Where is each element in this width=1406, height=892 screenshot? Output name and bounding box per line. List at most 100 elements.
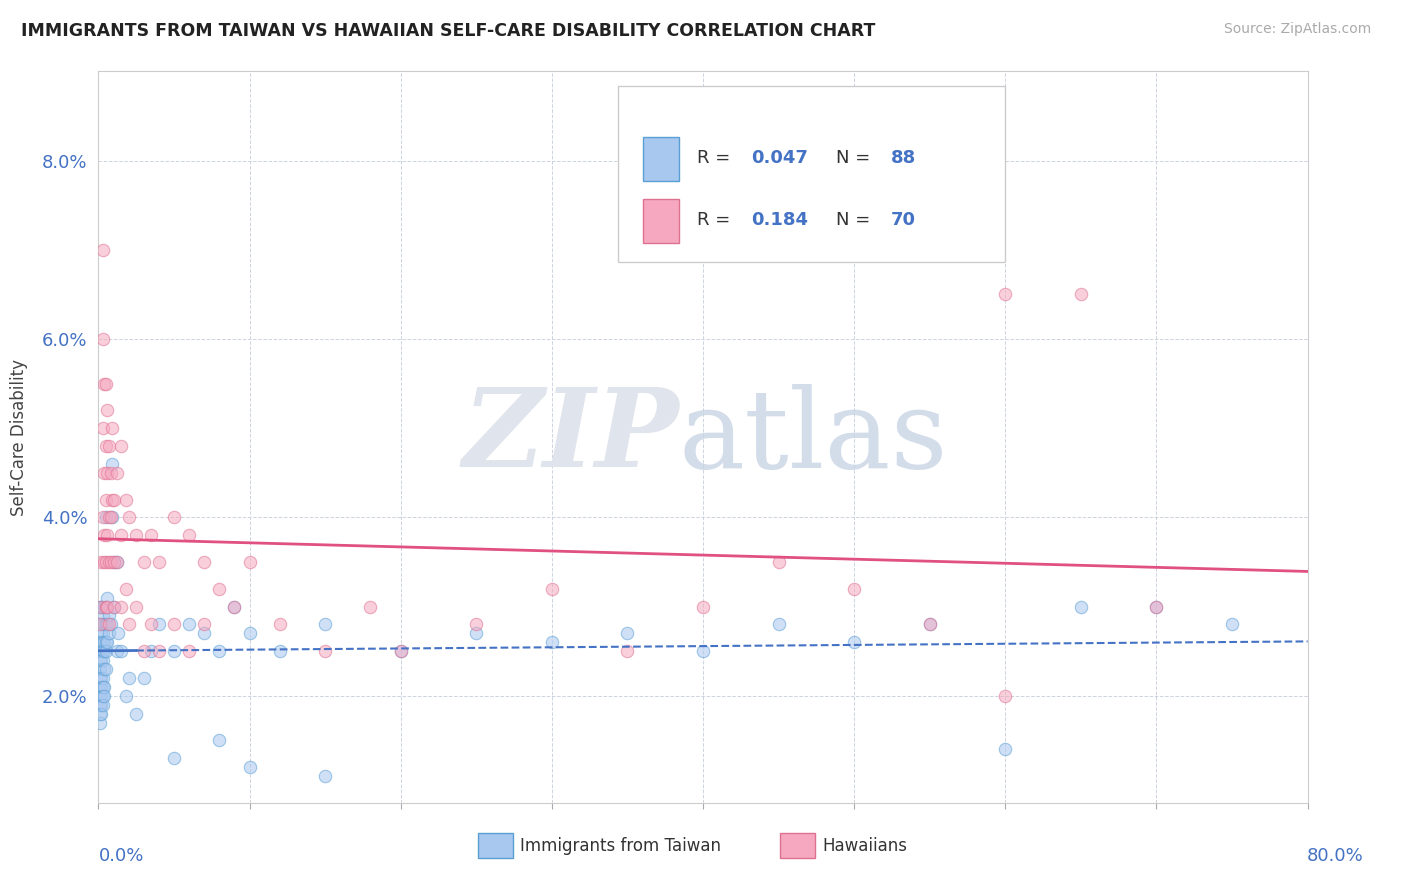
- FancyBboxPatch shape: [643, 137, 679, 181]
- Point: [89, 698, 111, 712]
- Point: [94, 376, 117, 391]
- Point: [314, 617, 336, 632]
- Point: [844, 582, 866, 596]
- Point: [994, 742, 1017, 756]
- Point: [96, 403, 118, 417]
- Point: [103, 599, 125, 614]
- Point: [90, 626, 112, 640]
- Point: [101, 510, 124, 524]
- Point: [105, 466, 128, 480]
- Point: [314, 644, 336, 658]
- Point: [100, 555, 122, 569]
- Point: [101, 457, 124, 471]
- Point: [163, 510, 186, 524]
- Point: [103, 599, 125, 614]
- Text: IMMIGRANTS FROM TAIWAN VS HAWAIIAN SELF-CARE DISABILITY CORRELATION CHART: IMMIGRANTS FROM TAIWAN VS HAWAIIAN SELF-…: [21, 22, 876, 40]
- Point: [239, 760, 262, 774]
- Point: [540, 635, 562, 649]
- Point: [90, 689, 112, 703]
- FancyBboxPatch shape: [643, 200, 679, 244]
- Point: [105, 555, 128, 569]
- Point: [89, 689, 111, 703]
- Text: N =: N =: [837, 149, 870, 167]
- Point: [208, 733, 231, 747]
- Point: [208, 644, 231, 658]
- Text: Source: ZipAtlas.com: Source: ZipAtlas.com: [1223, 22, 1371, 37]
- Point: [90, 706, 112, 721]
- Point: [224, 599, 246, 614]
- Point: [110, 439, 132, 453]
- Point: [93, 376, 115, 391]
- Point: [91, 421, 114, 435]
- Point: [94, 662, 117, 676]
- Point: [96, 599, 118, 614]
- Point: [98, 510, 121, 524]
- Point: [692, 599, 714, 614]
- Point: [93, 528, 115, 542]
- Point: [163, 644, 186, 658]
- Point: [89, 617, 111, 632]
- Point: [110, 599, 132, 614]
- Point: [163, 751, 186, 765]
- Point: [93, 689, 115, 703]
- Point: [90, 599, 112, 614]
- Point: [114, 492, 136, 507]
- Text: 70: 70: [890, 211, 915, 229]
- Point: [768, 617, 790, 632]
- Point: [90, 698, 112, 712]
- Text: N =: N =: [837, 211, 870, 229]
- Point: [91, 671, 114, 685]
- Point: [918, 617, 941, 632]
- Point: [90, 653, 112, 667]
- Point: [89, 644, 111, 658]
- Point: [100, 617, 122, 632]
- Point: [90, 599, 112, 614]
- Point: [89, 715, 111, 730]
- Point: [114, 689, 136, 703]
- Point: [132, 671, 155, 685]
- Point: [96, 635, 118, 649]
- Point: [269, 617, 291, 632]
- Point: [89, 671, 111, 685]
- Point: [94, 617, 117, 632]
- Point: [89, 617, 111, 632]
- Point: [103, 555, 125, 569]
- Point: [94, 599, 117, 614]
- Point: [101, 492, 124, 507]
- Point: [100, 510, 122, 524]
- Text: 88: 88: [890, 149, 915, 167]
- Text: Immigrants from Taiwan: Immigrants from Taiwan: [520, 837, 721, 855]
- Point: [110, 644, 132, 658]
- Y-axis label: Self-Care Disability: Self-Care Disability: [10, 359, 28, 516]
- Point: [141, 617, 163, 632]
- Point: [239, 555, 262, 569]
- Point: [114, 582, 136, 596]
- Text: R =: R =: [697, 211, 730, 229]
- Point: [994, 689, 1017, 703]
- Point: [193, 626, 215, 640]
- Point: [1144, 599, 1167, 614]
- Point: [465, 626, 488, 640]
- Point: [89, 662, 111, 676]
- Point: [132, 644, 155, 658]
- Point: [148, 555, 170, 569]
- Point: [118, 617, 141, 632]
- Point: [224, 599, 246, 614]
- Point: [91, 698, 114, 712]
- Point: [90, 555, 112, 569]
- Point: [616, 644, 638, 658]
- Point: [90, 617, 112, 632]
- Point: [91, 510, 114, 524]
- Point: [89, 680, 111, 694]
- Point: [389, 644, 412, 658]
- Point: [96, 466, 118, 480]
- Point: [98, 608, 121, 623]
- Point: [844, 635, 866, 649]
- Point: [118, 510, 141, 524]
- Point: [179, 617, 201, 632]
- Point: [98, 626, 121, 640]
- Point: [91, 243, 114, 257]
- Point: [94, 555, 117, 569]
- Point: [107, 626, 129, 640]
- Point: [110, 528, 132, 542]
